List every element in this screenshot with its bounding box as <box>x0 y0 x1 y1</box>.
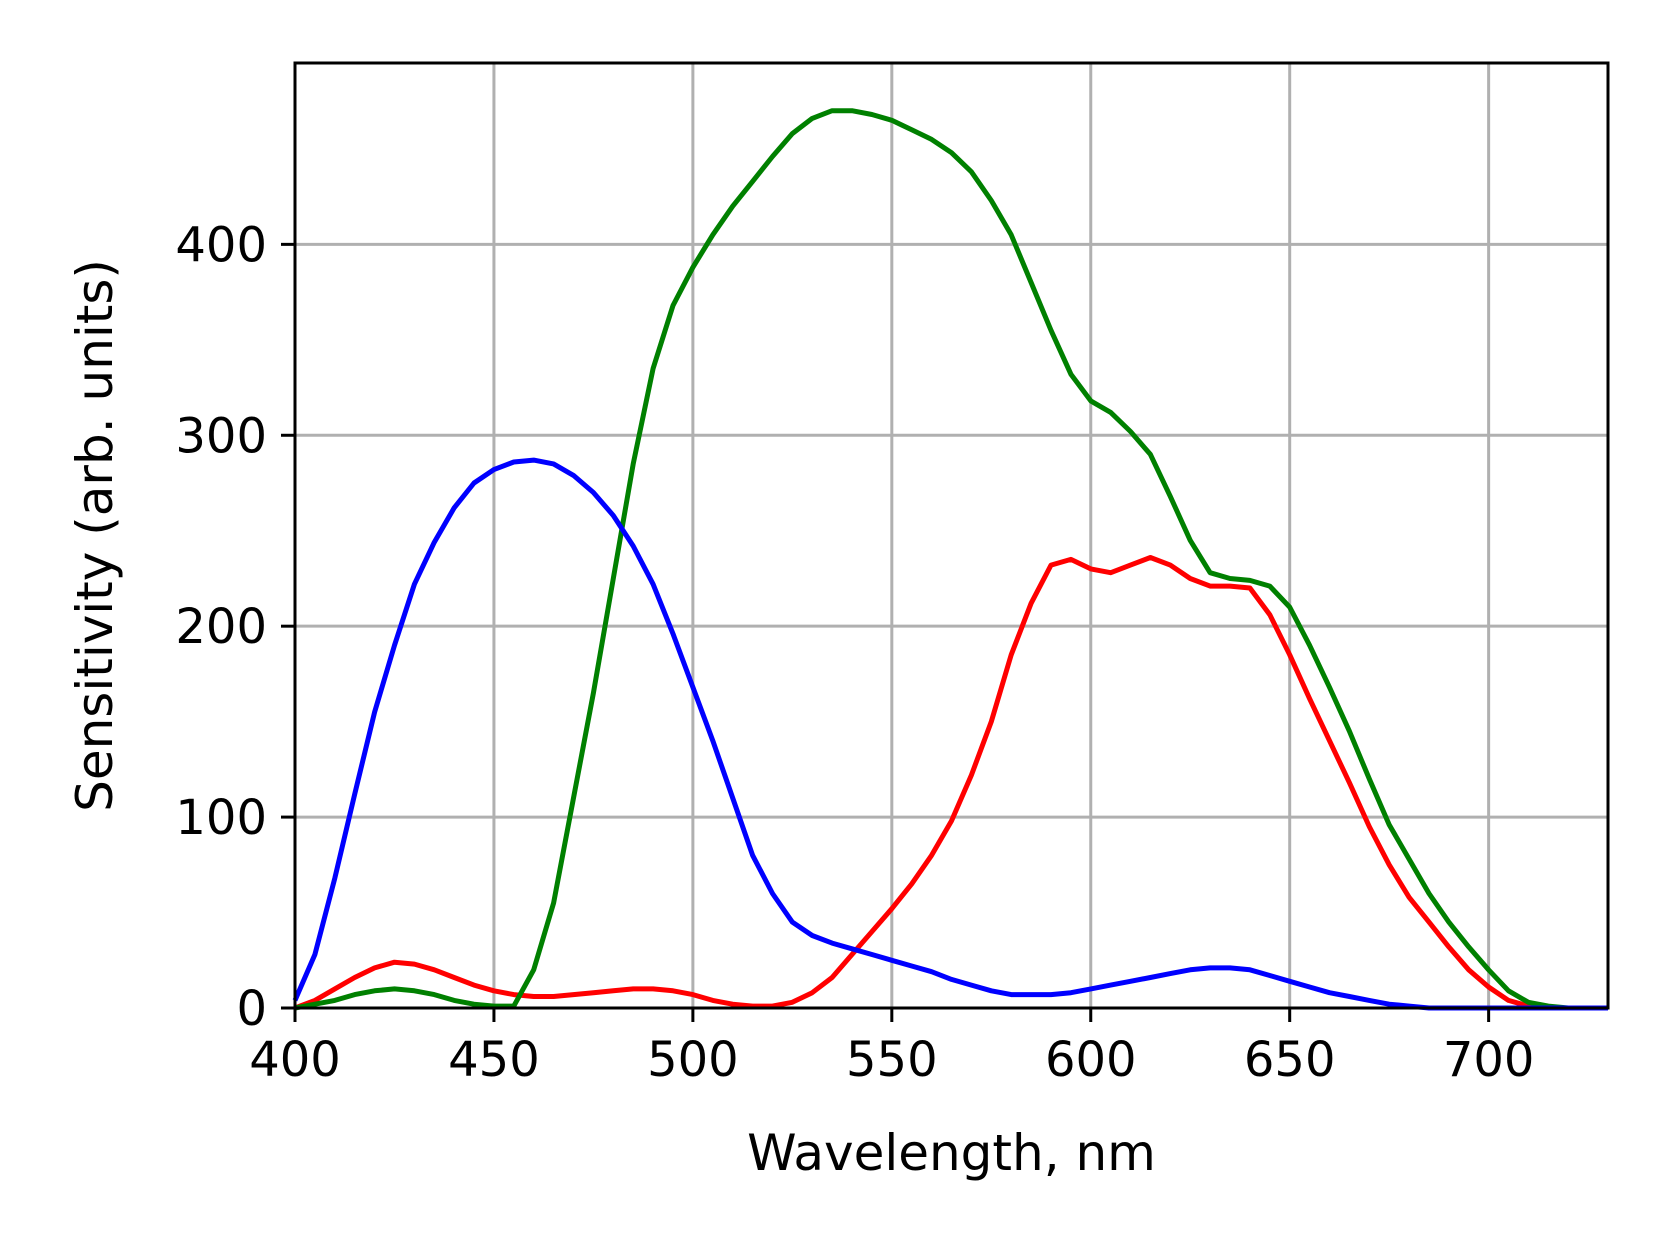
series-line-2 <box>294 108 1608 1011</box>
axis-ticks: 400 450 500 550 600 650 700 0 100 200 300 400 <box>175 217 1534 1088</box>
y-axis-label: Sensitivity (arb. units) <box>66 259 124 812</box>
x-tick-label: 400 <box>249 1032 341 1088</box>
series-line-1 <box>294 555 1608 1011</box>
y-tick-label: 400 <box>175 217 267 273</box>
plot-frame <box>293 61 1610 1010</box>
x-tick-label: 550 <box>846 1032 938 1088</box>
series-line-3 <box>292 457 1608 1011</box>
series-lines <box>292 108 1608 1011</box>
x-tick-label: 700 <box>1443 1032 1535 1088</box>
x-tick-label: 600 <box>1045 1032 1137 1088</box>
y-tick-label: 300 <box>175 408 267 464</box>
x-tick-label: 650 <box>1244 1032 1336 1088</box>
x-axis-label: Wavelength, nm <box>747 1124 1156 1182</box>
y-tick-label: 100 <box>175 790 267 846</box>
x-tick-label: 500 <box>647 1032 739 1088</box>
y-tick-label: 200 <box>175 599 267 655</box>
y-tick-label: 0 <box>236 981 267 1037</box>
x-tick-label: 450 <box>448 1032 540 1088</box>
